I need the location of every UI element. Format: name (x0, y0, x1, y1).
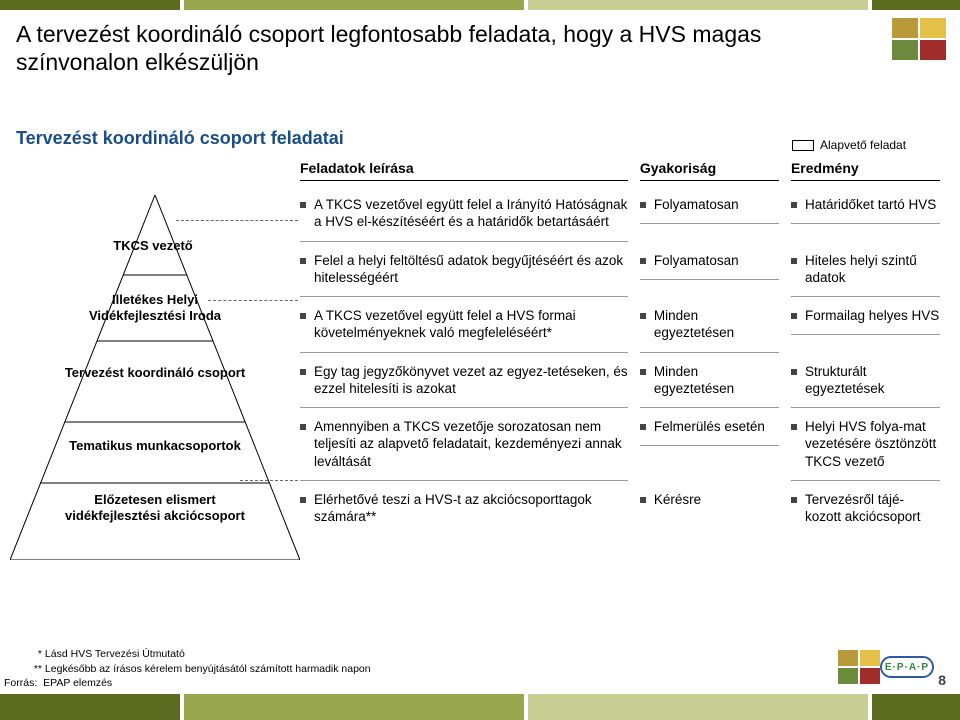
cell-result: Formailag helyes HVS (805, 307, 939, 324)
task-table: A TKCS vezetővel együtt felel a Irányító… (300, 192, 940, 535)
logo-tile-wheat-icon (892, 18, 918, 38)
logo-tile-cherry-icon (920, 40, 946, 60)
cell-freq: Kérésre (654, 491, 701, 508)
logo-tile-wheat-icon (838, 650, 858, 666)
cell-task: Felel a helyi feltöltésű adatok begyűjté… (314, 252, 628, 287)
cell-result: Helyi HVS folya-mat vezetésére ösztönzöt… (805, 418, 940, 470)
cell-result: Strukturált egyeztetések (805, 363, 940, 398)
cell-freq: Felmerülés esetén (654, 418, 765, 435)
cell-task: Amennyiben a TKCS vezetője sorozatosan n… (314, 418, 628, 470)
cell-result: Hiteles helyi szintű adatok (805, 252, 940, 287)
footnote-2: Legkésőbb az írásos kérelem benyújtásátó… (45, 663, 371, 675)
cell-result: Határidőket tartó HVS (805, 196, 936, 213)
top-band (0, 0, 960, 10)
bottom-band (0, 694, 960, 720)
cell-freq: Folyamatosan (654, 252, 739, 269)
pyramid-label-2: Illetékes Helyi Vidékfejlesztési Iroda (65, 292, 245, 323)
table-row: A TKCS vezetővel együtt felel a HVS form… (300, 303, 940, 353)
pyramid-label-3: Tervezést koordináló csoport (55, 365, 255, 381)
pyramid-label-5: Előzetesen elismert vidékfejlesztési akc… (45, 492, 265, 523)
legend-swatch (792, 140, 814, 151)
epap-logo: E·P·A·P (880, 656, 934, 678)
page-number: 8 (938, 672, 946, 688)
logo-tile-sun-icon (920, 18, 946, 38)
cell-result: Tervezésről tájé-kozott akciócsoport (805, 491, 940, 526)
pyramid-label-4: Tematikus munkacsoportok (55, 438, 255, 454)
column-headers: Feladatok leírása Gyakoriság Eredmény (300, 160, 940, 181)
logo-tile-grapes-icon (892, 40, 918, 60)
logo-tile-cherry-icon (860, 668, 880, 684)
col-header-result: Eredmény (791, 160, 940, 181)
cell-task: A TKCS vezetővel együtt felel a Irányító… (314, 196, 628, 231)
cell-task: A TKCS vezetővel együtt felel a HVS form… (314, 307, 628, 342)
top-right-logo (892, 18, 946, 60)
cell-freq: Folyamatosan (654, 196, 739, 213)
connector-2 (208, 300, 298, 301)
pyramid-label-1: TKCS vezető (88, 238, 218, 253)
section-title: Tervezést koordináló csoport feladatai (16, 128, 344, 149)
col-header-frequency: Gyakoriság (640, 160, 779, 181)
connector-1 (176, 220, 298, 221)
cell-freq: Minden egyeztetésen (654, 363, 779, 398)
table-row: A TKCS vezetővel együtt felel a Irányító… (300, 192, 940, 242)
table-row: Felel a helyi feltöltésű adatok begyűjté… (300, 248, 940, 298)
col-header-tasks: Feladatok leírása (300, 160, 628, 181)
page-title: A tervezést koordináló csoport legfontos… (16, 20, 836, 76)
source-label: Forrás: (4, 676, 37, 690)
logo-tile-grapes-icon (838, 668, 858, 684)
legend-label: Alapvető feladat (820, 138, 906, 152)
table-row: Amennyiben a TKCS vezetője sorozatosan n… (300, 414, 940, 481)
cell-task: Egy tag jegyzőkönyvet vezet az egyez-tet… (314, 363, 628, 398)
source-value: EPAP elemzés (43, 677, 112, 689)
footnotes: * Lásd HVS Tervezési Útmutató ** Legkéső… (28, 647, 371, 690)
legend: Alapvető feladat (792, 138, 906, 152)
cell-freq: Minden egyeztetésen (654, 307, 779, 342)
footnote-1: Lásd HVS Tervezési Útmutató (45, 648, 185, 660)
table-row: Egy tag jegyzőkönyvet vezet az egyez-tet… (300, 359, 940, 409)
connector-3 (240, 480, 298, 481)
logo-tile-sun-icon (860, 650, 880, 666)
cell-task: Elérhetővé teszi a HVS-t az akciócsoport… (314, 491, 628, 526)
table-row: Elérhetővé teszi a HVS-t az akciócsoport… (300, 487, 940, 536)
bottom-logo (838, 650, 880, 684)
